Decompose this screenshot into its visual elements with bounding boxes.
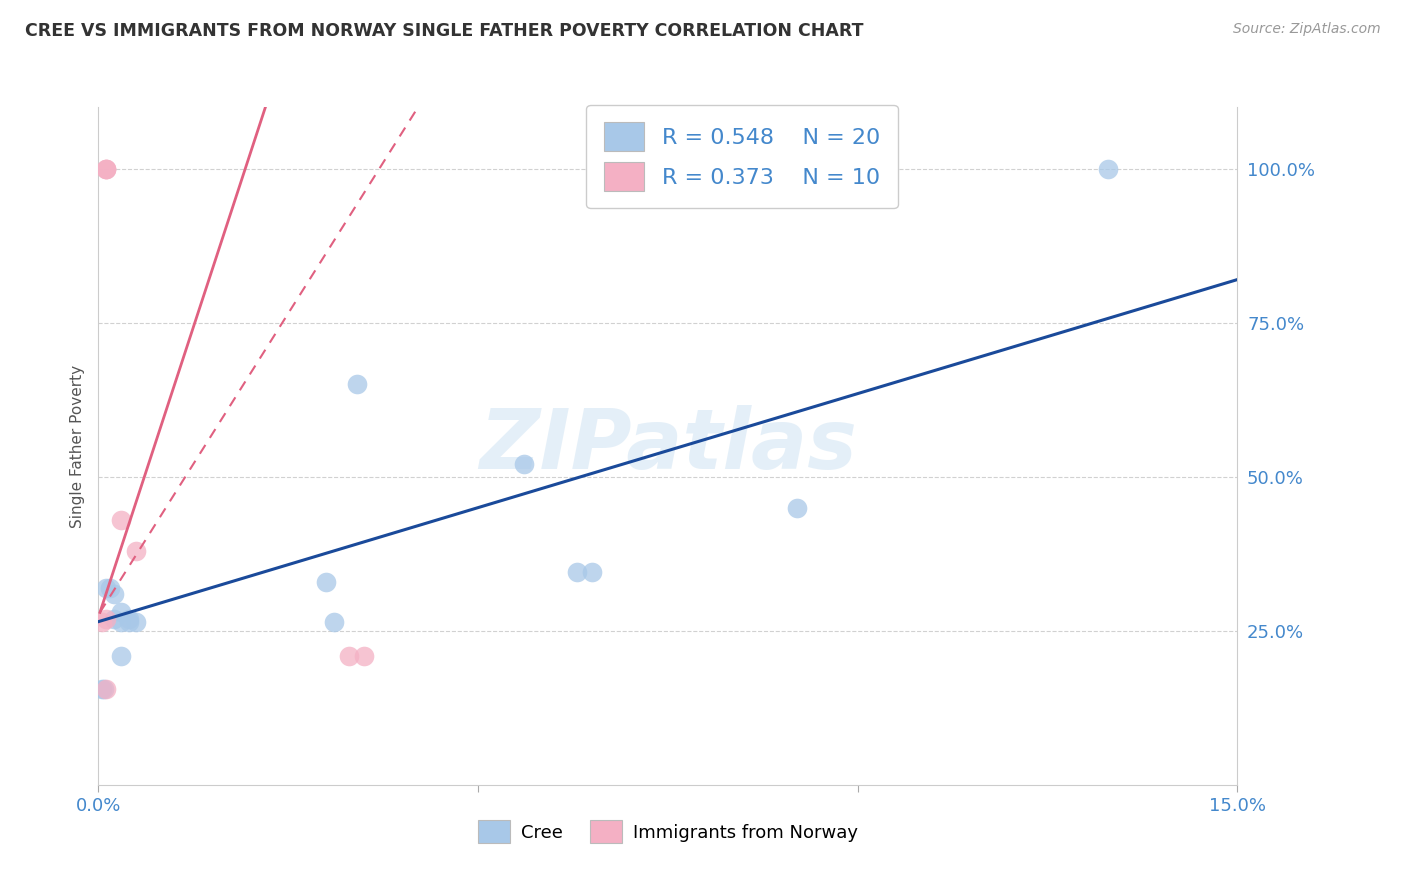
Point xyxy=(315,574,337,589)
Point xyxy=(110,606,132,620)
Point xyxy=(110,615,132,629)
Point xyxy=(103,587,125,601)
Point xyxy=(512,458,534,472)
Legend: Cree, Immigrants from Norway: Cree, Immigrants from Norway xyxy=(471,813,865,850)
Point xyxy=(94,161,117,176)
Point xyxy=(91,682,114,697)
Point xyxy=(94,581,117,595)
Point xyxy=(98,581,121,595)
Point xyxy=(118,611,141,625)
Point xyxy=(353,648,375,663)
Point xyxy=(786,500,808,515)
Point xyxy=(93,682,115,697)
Point xyxy=(337,648,360,663)
Point xyxy=(565,566,588,580)
Point xyxy=(94,611,117,625)
Point xyxy=(118,615,141,629)
Point xyxy=(346,377,368,392)
Point xyxy=(110,513,132,527)
Y-axis label: Single Father Poverty: Single Father Poverty xyxy=(69,365,84,527)
Point xyxy=(125,543,148,558)
Point xyxy=(110,648,132,663)
Point xyxy=(94,161,117,176)
Point xyxy=(1097,161,1119,176)
Text: CREE VS IMMIGRANTS FROM NORWAY SINGLE FATHER POVERTY CORRELATION CHART: CREE VS IMMIGRANTS FROM NORWAY SINGLE FA… xyxy=(25,22,863,40)
Point xyxy=(103,611,125,625)
Point xyxy=(94,161,117,176)
Text: ZIPatlas: ZIPatlas xyxy=(479,406,856,486)
Point xyxy=(125,615,148,629)
Point xyxy=(91,615,114,629)
Point xyxy=(581,566,603,580)
Point xyxy=(94,682,117,697)
Point xyxy=(322,615,344,629)
Text: Source: ZipAtlas.com: Source: ZipAtlas.com xyxy=(1233,22,1381,37)
